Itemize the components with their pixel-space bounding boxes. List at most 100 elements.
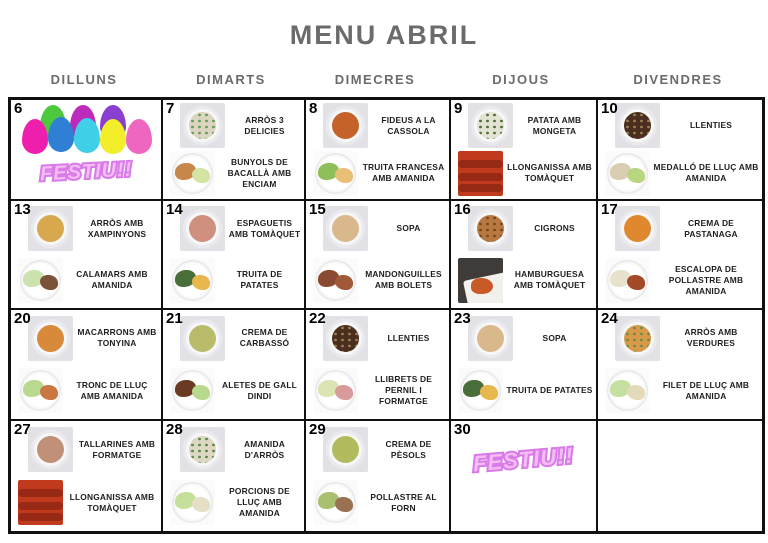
food-blob — [192, 497, 210, 512]
day-number: 30 — [454, 421, 471, 438]
calendar-cell-15: 15 SOPA MANDONGUILLES AMB BOLETS — [305, 200, 450, 309]
day-number: 22 — [309, 310, 326, 327]
dish-row: PORCIONS DE LLUÇ AMB AMANIDA — [165, 476, 302, 529]
dish-list: CREMA DE PASTANAGA ESCALOPA DE POLLASTRE … — [598, 201, 762, 308]
day-number: 8 — [309, 100, 318, 117]
dish-photo — [170, 480, 215, 525]
food-blob — [175, 492, 196, 509]
dish-row: SOPA — [453, 312, 594, 365]
bowl-food-shape — [37, 215, 64, 243]
sausage-stripe — [458, 159, 503, 168]
food-blob — [318, 162, 339, 180]
dish-row: LLENTIES — [308, 312, 447, 365]
dish-row: FIDEUS A LA CASSOLA — [308, 102, 447, 150]
dish-label: TRUITA DE PATATES — [236, 269, 283, 291]
food-blob — [335, 274, 353, 290]
dish-photo — [323, 103, 368, 149]
dish-photo — [615, 103, 660, 149]
day-number: 17 — [601, 201, 618, 218]
dish-label: ESCALOPA DE POLLASTRE AMB AMANIDA — [668, 263, 744, 296]
dish-label: LLONGANISSA AMB TOMÀQUET — [507, 162, 592, 184]
bowl-food-shape — [332, 324, 359, 352]
dish-label: LLONGANISSA AMB TOMÀQUET — [69, 491, 155, 513]
dish-photo — [313, 480, 358, 525]
easter-egg-icon — [22, 119, 48, 154]
bowl-food-shape — [332, 215, 359, 243]
dish-photo — [180, 427, 225, 472]
day-number: 27 — [14, 421, 31, 438]
bowl-food-shape — [189, 215, 216, 243]
day-number: 7 — [166, 100, 175, 117]
bowl-food-shape — [477, 112, 504, 140]
food-blob — [23, 269, 44, 287]
dish-list: CREMA DE PÈSOLS POLLASTRE AL FORN — [306, 421, 449, 531]
dish-photo — [180, 103, 225, 149]
dish-row: POLLASTRE AL FORN — [308, 476, 447, 529]
dish-photo — [313, 257, 358, 303]
food-blob — [40, 274, 58, 290]
calendar-cell-16: 16 CIGRONS HAMBURGUESA AMB TOMÀQUET — [450, 200, 597, 309]
dish-row: CREMA DE PASTANAGA — [600, 203, 760, 255]
dish-photo — [605, 150, 650, 196]
festiu-banner: FESTIU!! — [470, 441, 577, 479]
dish-row: CALAMARS AMB AMANIDA — [13, 255, 159, 307]
easter-egg-icon — [100, 119, 126, 154]
calendar-cell-27: 27 TALLARINES AMB FORMATGE LLONGANISSA AMB… — [10, 420, 162, 532]
calendar-cell-30: 30 FESTIU!! — [450, 420, 597, 532]
dish-list: CREMA DE CARBASSÓ ALETES DE GALL DINDI — [163, 310, 304, 419]
bowl-food-shape — [332, 112, 359, 140]
dish-row: MACARRONS AMB TONYINA — [13, 312, 159, 365]
dish-label: ARRÒS AMB XAMPINYONS — [87, 217, 147, 239]
dish-list: SOPA MANDONGUILLES AMB BOLETS — [306, 201, 449, 308]
calendar-cell-22: 22 LLENTIES LLIBRETS DE PERNIL I FORMATGE — [305, 309, 450, 420]
food-blob — [471, 277, 493, 294]
food-blob — [627, 274, 645, 290]
day-number: 14 — [166, 201, 183, 218]
dish-list: AMANIDA D'ARRÒS PORCIONS DE LLUÇ AMB AMAN… — [163, 421, 304, 531]
weekday-header-row: DILLUNS DIMARTS DIMECRES DIJOUS DIVENDRE… — [0, 72, 768, 92]
dish-list: PATATA AMB MONGETA LLONGANISSA AMB TOMÀQU… — [451, 100, 596, 199]
dish-photo — [605, 257, 650, 303]
dish-photo — [170, 368, 215, 414]
dish-row: CIGRONS — [453, 203, 594, 255]
dish-list: ARRÒS 3 DELICIES BUNYOLS DE BACALLÀ AMB E… — [163, 100, 304, 199]
food-blob — [627, 167, 645, 183]
dish-label: ALETES DE GALL DINDI — [222, 379, 297, 401]
dish-label: CREMA DE CARBASSÓ — [239, 327, 290, 349]
calendar-cell-17: 17 CREMA DE PASTANAGA ESCALOPA DE POLLASTR… — [597, 200, 763, 309]
bowl-food-shape — [37, 324, 64, 352]
dish-label: MANDONGUILLES AMB BOLETS — [365, 269, 442, 291]
dish-photo — [170, 150, 215, 196]
dish-photo — [468, 103, 513, 149]
dish-photo — [615, 315, 660, 361]
calendar-cell-21: 21 CREMA DE CARBASSÓ ALETES DE GALL DINDI — [162, 309, 305, 420]
bowl-food-shape — [624, 112, 651, 140]
food-blob — [627, 385, 645, 401]
calendar-cell-28: 28 AMANIDA D'ARRÒS PORCIONS DE LLUÇ AMB AM… — [162, 420, 305, 532]
day-number: 23 — [454, 310, 471, 327]
dish-photo — [18, 257, 63, 303]
dish-list: LLENTIES LLIBRETS DE PERNIL I FORMATGE — [306, 310, 449, 419]
food-blob — [335, 385, 353, 401]
dish-row: TRUITA FRANCESA AMB AMANIDA — [308, 150, 447, 198]
calendar-cell-10: 10 LLENTIES MEDALLÓ DE LLUÇ AMB AMANIDA — [597, 99, 763, 200]
dish-label: FIDEUS A LA CASSOLA — [381, 114, 436, 136]
food-blob — [610, 380, 631, 398]
food-blob — [192, 274, 210, 290]
menu-grid: 6 FESTIU!! 7 ARRÒS 3 DELICIES BUNYOLS DE BAC… — [8, 97, 765, 534]
bowl-food-shape — [477, 324, 504, 352]
dish-row: ALETES DE GALL DINDI — [165, 365, 302, 418]
food-blob — [480, 385, 498, 401]
food-blob — [318, 492, 339, 509]
dish-row: TRONC DE LLUÇ AMB AMANIDA — [13, 365, 159, 418]
dish-photo — [313, 150, 358, 196]
weekday-header-dimecres: DIMECRES — [334, 72, 416, 87]
dish-label: SOPA — [542, 332, 567, 343]
dish-label: CREMA DE PÈSOLS — [385, 438, 432, 460]
dish-row: ARRÒS AMB XAMPINYONS — [13, 203, 159, 255]
day-number: 13 — [14, 201, 31, 218]
dish-list: ESPAGUETIS AMB TOMÀQUET TRUITA DE PATATES — [163, 201, 304, 308]
dish-row: LLONGANISSA AMB TOMÀQUET — [453, 150, 594, 198]
dish-label: TRONC DE LLUÇ AMB AMANIDA — [76, 379, 148, 401]
